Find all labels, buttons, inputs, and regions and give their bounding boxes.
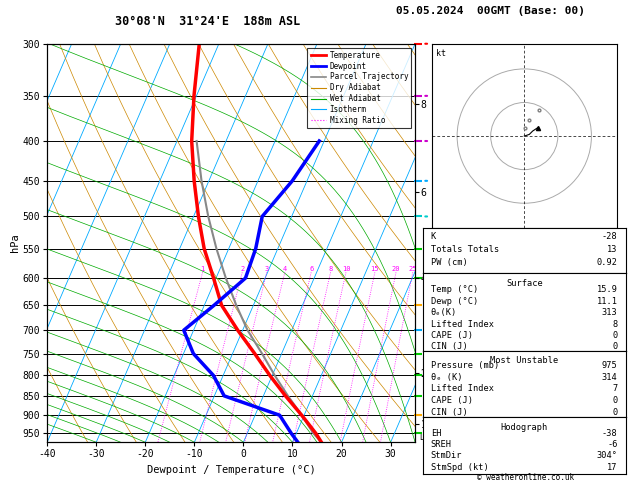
Text: 0: 0 (613, 342, 618, 351)
X-axis label: Dewpoint / Temperature (°C): Dewpoint / Temperature (°C) (147, 465, 316, 475)
Text: PW (cm): PW (cm) (431, 259, 467, 267)
Text: 0: 0 (613, 408, 618, 417)
Text: 2: 2 (240, 266, 244, 273)
Text: 1: 1 (201, 266, 204, 273)
Text: Most Unstable: Most Unstable (490, 356, 559, 365)
Text: 15.9: 15.9 (597, 285, 618, 295)
Text: 304°: 304° (597, 451, 618, 460)
Text: Lifted Index: Lifted Index (431, 319, 494, 329)
Text: StmDir: StmDir (431, 451, 462, 460)
Text: 6: 6 (309, 266, 313, 273)
Text: Totals Totals: Totals Totals (431, 245, 499, 254)
Text: θₑ(K): θₑ(K) (431, 308, 457, 317)
Text: Temp (°C): Temp (°C) (431, 285, 478, 295)
Text: Dewp (°C): Dewp (°C) (431, 297, 478, 306)
Text: CAPE (J): CAPE (J) (431, 396, 473, 405)
Text: kt: kt (436, 49, 445, 58)
Text: SREH: SREH (431, 440, 452, 449)
Text: 30°08'N  31°24'E  188m ASL: 30°08'N 31°24'E 188m ASL (115, 16, 300, 28)
Text: θₑ (K): θₑ (K) (431, 373, 462, 382)
Text: EH: EH (431, 429, 442, 438)
Y-axis label: km
ASL: km ASL (438, 233, 454, 253)
Text: 25: 25 (408, 266, 417, 273)
Text: 7: 7 (613, 384, 618, 393)
Legend: Temperature, Dewpoint, Parcel Trajectory, Dry Adiabat, Wet Adiabat, Isotherm, Mi: Temperature, Dewpoint, Parcel Trajectory… (308, 48, 411, 128)
Text: CIN (J): CIN (J) (431, 408, 467, 417)
Text: Surface: Surface (506, 279, 543, 288)
Text: 05.05.2024  00GMT (Base: 00): 05.05.2024 00GMT (Base: 00) (396, 6, 585, 16)
Text: 8: 8 (613, 319, 618, 329)
Y-axis label: hPa: hPa (10, 234, 20, 252)
Text: -6: -6 (607, 440, 618, 449)
Text: Hodograph: Hodograph (501, 423, 548, 432)
Text: LCL: LCL (419, 433, 433, 441)
Text: 0: 0 (613, 396, 618, 405)
Text: 0.92: 0.92 (597, 259, 618, 267)
Text: 0: 0 (613, 331, 618, 340)
Text: 15: 15 (370, 266, 379, 273)
Text: CAPE (J): CAPE (J) (431, 331, 473, 340)
Text: 4: 4 (282, 266, 287, 273)
Text: Mixing Ratio (g/kg): Mixing Ratio (g/kg) (481, 243, 491, 338)
Text: 314: 314 (602, 373, 618, 382)
Text: 11.1: 11.1 (597, 297, 618, 306)
Text: 20: 20 (392, 266, 400, 273)
Text: CIN (J): CIN (J) (431, 342, 467, 351)
Text: Pressure (mb): Pressure (mb) (431, 361, 499, 370)
Text: K: K (431, 232, 436, 241)
Text: 313: 313 (602, 308, 618, 317)
Text: Lifted Index: Lifted Index (431, 384, 494, 393)
Text: 975: 975 (602, 361, 618, 370)
Text: 10: 10 (342, 266, 350, 273)
Text: 13: 13 (607, 245, 618, 254)
Text: © weatheronline.co.uk: © weatheronline.co.uk (477, 473, 574, 482)
Text: 8: 8 (328, 266, 333, 273)
Text: 3: 3 (265, 266, 269, 273)
Text: 17: 17 (607, 463, 618, 471)
Text: -28: -28 (602, 232, 618, 241)
Text: StmSpd (kt): StmSpd (kt) (431, 463, 489, 471)
Text: -38: -38 (602, 429, 618, 438)
